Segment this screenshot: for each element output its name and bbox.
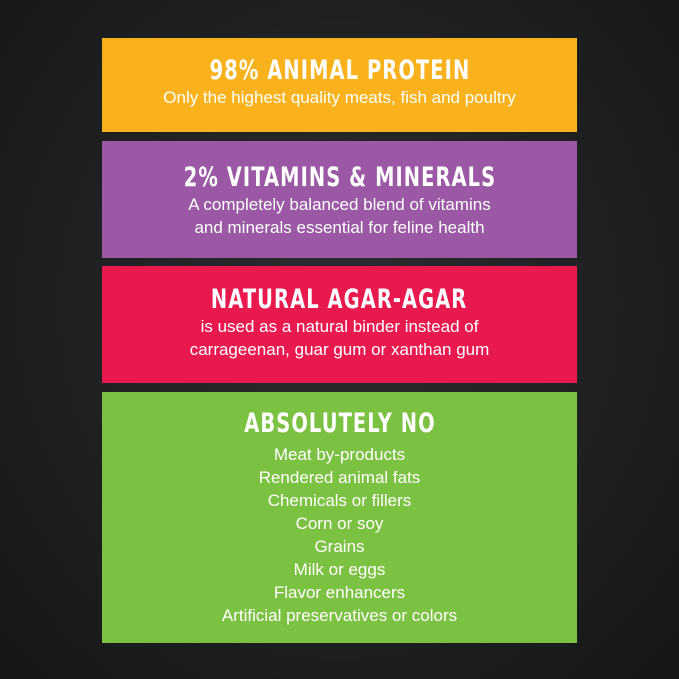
panel-text: is used as a natural binder instead of <box>200 317 479 336</box>
panel-text: and minerals essential for feline health <box>194 218 485 237</box>
list-item: Milk or eggs <box>293 560 386 579</box>
panel-agar-agar: NATURAL AGAR-AGAR is used as a natural b… <box>102 266 577 383</box>
panel-heading: 2% VITAMINS & MINERALS <box>183 162 496 193</box>
panel-text: A completely balanced blend of vitamins <box>188 195 491 214</box>
panel-text: carrageenan, guar gum or xanthan gum <box>189 340 490 359</box>
panel-animal-protein: 98% ANIMAL PROTEIN Only the highest qual… <box>102 38 577 132</box>
list-item: Meat by-products <box>273 445 406 464</box>
list-item: Rendered animal fats <box>258 468 421 487</box>
list-item: Chemicals or fillers <box>267 491 412 510</box>
panel-heading: NATURAL AGAR-AGAR <box>211 284 468 315</box>
panel-text: Only the highest quality meats, fish and… <box>163 88 516 107</box>
panel-absolutely-no: ABSOLUTELY NO Meat by-products Rendered … <box>102 392 577 643</box>
list-item: Grains <box>314 537 365 556</box>
list-item: Corn or soy <box>295 514 384 533</box>
list-item: Flavor enhancers <box>273 583 406 602</box>
panel-vitamins-minerals: 2% VITAMINS & MINERALS A completely bala… <box>102 141 577 258</box>
list-item: Artificial preservatives or colors <box>221 606 458 625</box>
panel-heading: ABSOLUTELY NO <box>243 408 436 439</box>
panel-heading: 98% ANIMAL PROTEIN <box>209 55 470 86</box>
